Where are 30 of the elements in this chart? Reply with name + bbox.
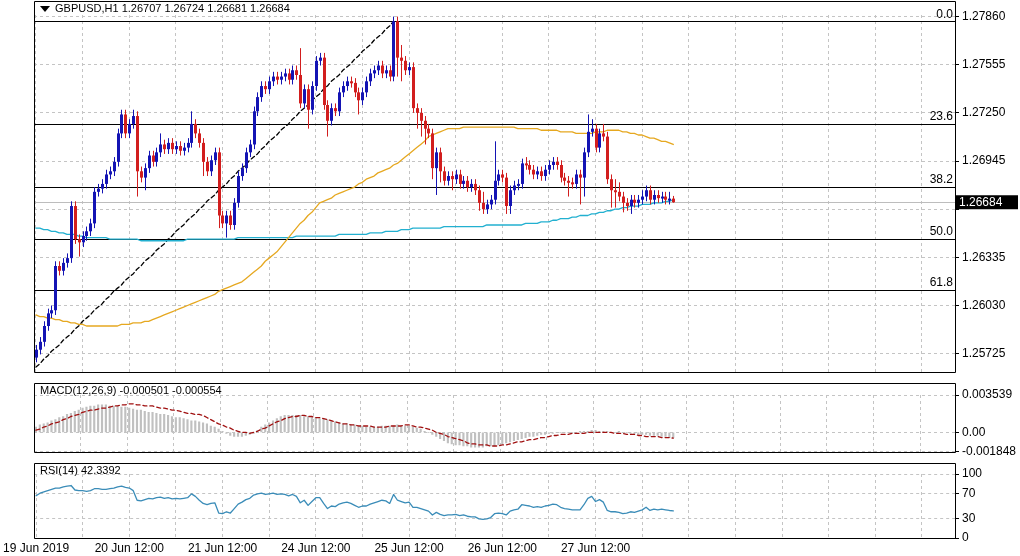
y-tick-label: 1.27860 [962,8,1006,23]
y-tick-label: 1.27250 [962,105,1006,120]
y-tick-label: 1.26335 [962,249,1006,264]
y-tick-label: 70 [962,485,976,500]
y-tick-label: 30 [962,511,976,526]
x-tick-label: 21 Jun 12:00 [187,540,258,555]
chart-title: MACD(12,26,9) -0.000501 -0.000554 [40,384,222,397]
y-tick-label: -0.001848 [962,444,1017,459]
y-tick-label: 0 [962,530,969,545]
annotation: 23.6 [929,109,954,124]
annotation: 0.0 [936,6,954,21]
y-tick-label: 1.26030 [962,297,1006,312]
x-tick-label: 19 Jun 2019 [3,540,70,555]
x-tick-label: 27 Jun 12:00 [560,540,631,555]
x-tick-label: 24 Jun 12:00 [281,540,351,555]
annotation: 50.0 [929,224,954,239]
chart-title: RSI(14) 42.3392 [40,464,121,477]
y-tick-label: 1.27555 [962,57,1006,72]
y-tick-label: 1.26945 [962,153,1006,168]
chart-title: GBPUSD,H1 1.26707 1.26724 1.26681 1.26684 [55,2,290,15]
x-tick-label: 26 Jun 12:00 [467,540,538,555]
x-tick-label: 20 Jun 12:00 [94,540,165,555]
y-tick-label: 100 [962,466,983,481]
x-tick-label: 25 Jun 12:00 [374,540,445,555]
y-tick-label: 1.25725 [962,345,1006,360]
annotation: 61.8 [929,275,954,290]
y-tick-label: 0.003539 [962,387,1013,402]
text: 1.26684 [959,194,1003,209]
annotation: 38.2 [929,172,954,187]
y-tick-label: 0.00 [962,424,986,439]
